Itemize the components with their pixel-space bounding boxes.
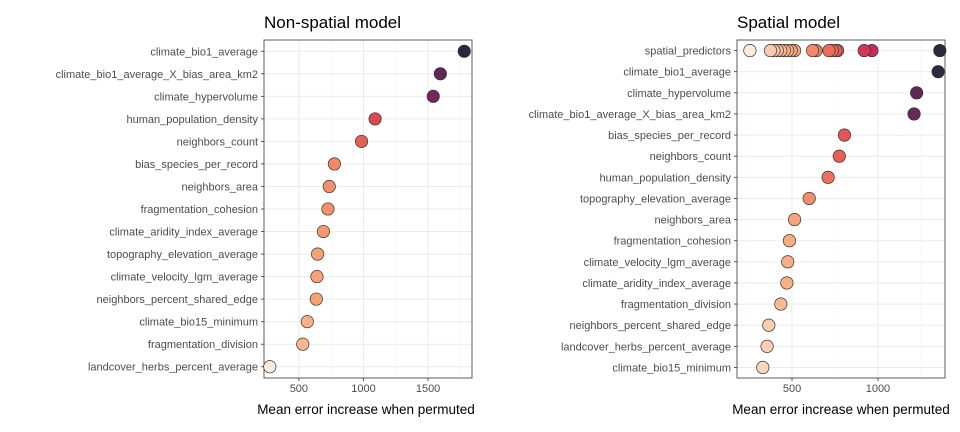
data-point: [310, 270, 324, 284]
y-tick-label: topography_elevation_average: [580, 193, 731, 205]
data-point: [322, 179, 336, 194]
y-tick-label: bias_species_per_record: [608, 130, 731, 142]
data-point: [832, 149, 846, 163]
data-point: [368, 112, 382, 126]
y-tick-label: climate_bio15_minimum: [139, 317, 258, 329]
data-point: [763, 44, 778, 58]
data-point: [774, 297, 788, 311]
data-point: [300, 315, 314, 329]
data-point: [743, 44, 757, 58]
y-tick-label: climate_bio1_average: [623, 67, 731, 79]
y-tick-label: neighbors_count: [177, 136, 258, 148]
y-tick-label: fragmentation_division: [621, 299, 731, 311]
data-point: [781, 255, 795, 269]
data-point: [457, 44, 471, 58]
y-tick-label: climate_hypervolume: [154, 91, 258, 103]
data-point: [822, 44, 836, 58]
y-tick-label: fragmentation_cohesion: [141, 204, 258, 216]
data-point: [296, 337, 310, 351]
data-point: [780, 276, 794, 290]
x-tick-label: 1500: [416, 383, 440, 395]
data-point: [788, 213, 802, 227]
data-point: [433, 67, 447, 81]
y-tick-label: neighbors_count: [650, 151, 731, 163]
data-point: [837, 128, 851, 142]
y-tick-label: climate_aridity_index_average: [109, 227, 258, 239]
y-tick-label: neighbors_area: [655, 215, 732, 227]
y-tick-label: climate_hypervolume: [627, 88, 731, 100]
panel-spatial: Spatial model Mean error increase when p…: [529, 13, 950, 417]
y-tick-label: human_population_density: [600, 172, 732, 184]
data-point: [426, 89, 440, 103]
data-point: [263, 360, 277, 374]
points: [743, 44, 947, 374]
x-tick-label: 500: [783, 383, 801, 395]
data-point: [910, 86, 924, 100]
y-tick-label: human_population_density: [127, 114, 259, 126]
data-point: [782, 234, 796, 248]
data-point: [802, 191, 816, 205]
data-point: [931, 65, 945, 79]
data-point: [762, 318, 776, 332]
data-point: [933, 44, 947, 58]
data-point: [321, 202, 335, 216]
chart-title: Non-spatial model: [264, 13, 401, 32]
x-axis-title: Mean error increase when permuted: [732, 402, 950, 417]
data-point: [309, 292, 323, 306]
y-tick-label: landcover_herbs_percent_average: [88, 362, 258, 374]
y-tick-label: spatial_predictors: [645, 46, 732, 58]
y-tick-label: climate_velocity_lgm_average: [584, 257, 731, 269]
y-tick-label: bias_species_per_record: [135, 159, 258, 171]
y-tick-label: climate_velocity_lgm_average: [111, 272, 258, 284]
y-tick-label: landcover_herbs_percent_average: [561, 341, 731, 353]
data-point: [806, 44, 820, 58]
x-tick-label: 1000: [866, 383, 890, 395]
y-tick-label: climate_bio15_minimum: [612, 362, 731, 374]
data-point: [316, 224, 330, 239]
data-point: [821, 170, 835, 184]
x-tick-label: 500: [290, 383, 308, 395]
y-tick-label: topography_elevation_average: [107, 249, 258, 261]
y-tick-label: climate_bio1_average_X_bias_area_km2: [56, 69, 258, 81]
plot-frame: [736, 39, 946, 379]
y-tick-label: fragmentation_division: [148, 339, 258, 351]
data-point: [760, 339, 774, 353]
data-point: [327, 157, 341, 171]
y-tick-label: neighbors_area: [182, 181, 259, 193]
data-point: [857, 44, 871, 58]
data-point: [354, 134, 369, 148]
data-point: [756, 360, 770, 374]
data-point: [311, 247, 325, 261]
panel-non-spatial: Non-spatial model Mean error increase wh…: [56, 13, 475, 417]
y-tick-label: climate_bio1_average_X_bias_area_km2: [529, 109, 731, 121]
chart-title: Spatial model: [737, 13, 840, 32]
x-axis-title: Mean error increase when permuted: [257, 402, 475, 417]
y-tick-label: neighbors_percent_shared_edge: [97, 294, 258, 306]
y-tick-label: fragmentation_cohesion: [614, 236, 731, 248]
x-tick-label: 1000: [351, 383, 375, 395]
y-tick-label: climate_bio1_average: [150, 46, 258, 58]
grid: [264, 40, 472, 378]
y-tick-label: neighbors_percent_shared_edge: [570, 320, 731, 332]
y-tick-label: climate_aridity_index_average: [582, 278, 731, 290]
points: [263, 44, 471, 374]
data-point: [907, 107, 921, 121]
